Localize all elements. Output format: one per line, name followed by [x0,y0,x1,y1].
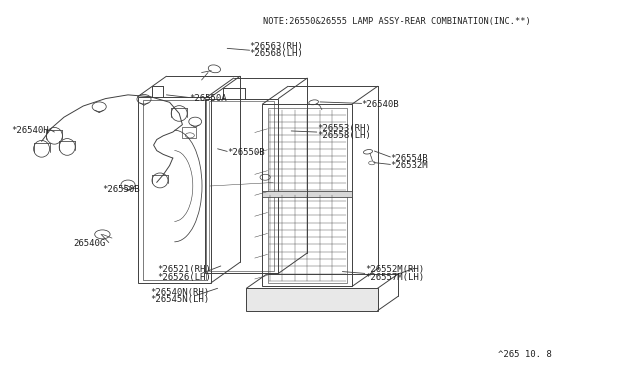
Text: *26557M(LH): *26557M(LH) [365,273,424,282]
Text: NOTE:26550&26555 LAMP ASSY-REAR COMBINATION(INC.**): NOTE:26550&26555 LAMP ASSY-REAR COMBINAT… [263,17,531,26]
Bar [262,190,352,197]
Text: *26521(RH): *26521(RH) [157,265,211,274]
Bar [268,193,347,283]
Text: *26550B: *26550B [227,148,265,157]
Bar [262,104,352,286]
Text: *26540N(RH): *26540N(RH) [150,288,209,296]
Bar [182,127,196,138]
Text: *26554B: *26554B [390,154,428,163]
Text: *26563(RH): *26563(RH) [250,42,303,51]
Text: *26540B: *26540B [362,100,399,109]
Text: *26552M(RH): *26552M(RH) [365,265,424,274]
Bar [205,99,278,273]
Text: *26532M: *26532M [390,161,428,170]
Text: *26550B: *26550B [102,185,140,194]
Text: *26553(RH): *26553(RH) [317,124,371,133]
Text: ^265 10. 8: ^265 10. 8 [498,350,552,359]
Bar [246,288,378,311]
Text: *26545N(LH): *26545N(LH) [150,295,209,304]
Bar [268,108,347,192]
Text: 26540G: 26540G [74,239,106,248]
Text: *26550A: *26550A [189,94,227,103]
Bar [209,101,274,271]
Text: *26558(LH): *26558(LH) [317,131,371,140]
Text: *26540H: *26540H [12,126,49,135]
Bar [138,97,211,283]
Text: *26526(LH): *26526(LH) [157,273,211,282]
Bar [143,100,206,280]
Text: *26568(LH): *26568(LH) [250,49,303,58]
